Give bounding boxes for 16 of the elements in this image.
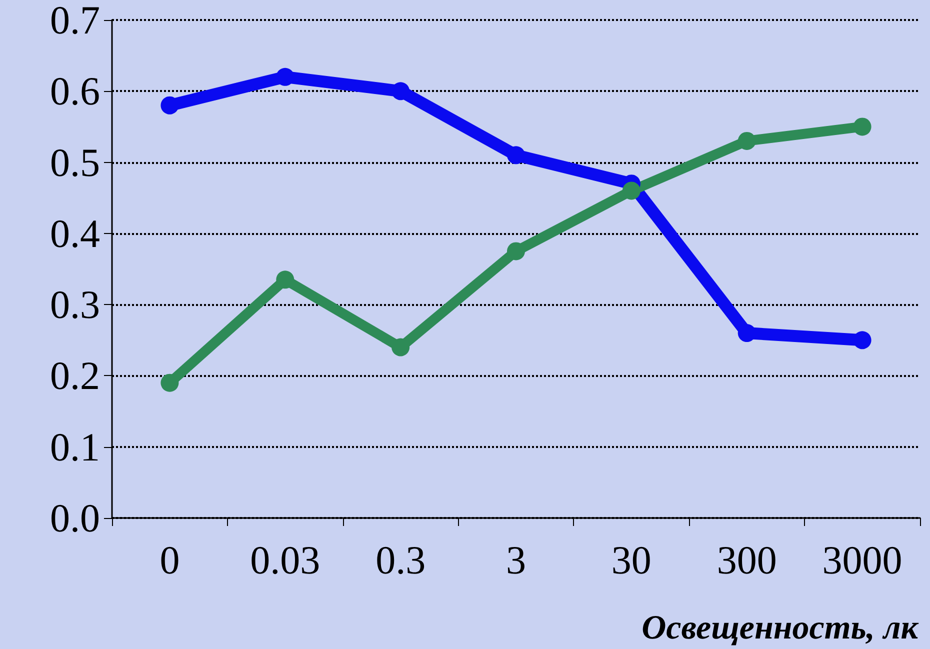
y-tick-label: 0.0 [50, 496, 100, 540]
y-tick-label: 0.3 [50, 282, 100, 328]
y-tick-label: 0.1 [50, 424, 100, 470]
x-tick-label: 0.3 [376, 538, 426, 582]
x-tick-label: 3 [506, 538, 526, 582]
x-axis-title: Освещенность, лк [642, 610, 919, 646]
y-tick-label: 0.4 [50, 210, 100, 256]
y-tick-label: 0.5 [50, 140, 100, 185]
x-tick-label: 0.03 [250, 538, 320, 582]
y-tick-label: 0.2 [50, 353, 100, 398]
x-tick-label: 30 [611, 538, 652, 582]
y-tick-label: 0.6 [50, 68, 100, 114]
x-tick-label: 3000 [822, 538, 902, 582]
y-tick-label: 0.7 [50, 0, 100, 42]
x-tick-label: 0 [160, 538, 180, 582]
x-tick-label: 300 [716, 538, 777, 582]
